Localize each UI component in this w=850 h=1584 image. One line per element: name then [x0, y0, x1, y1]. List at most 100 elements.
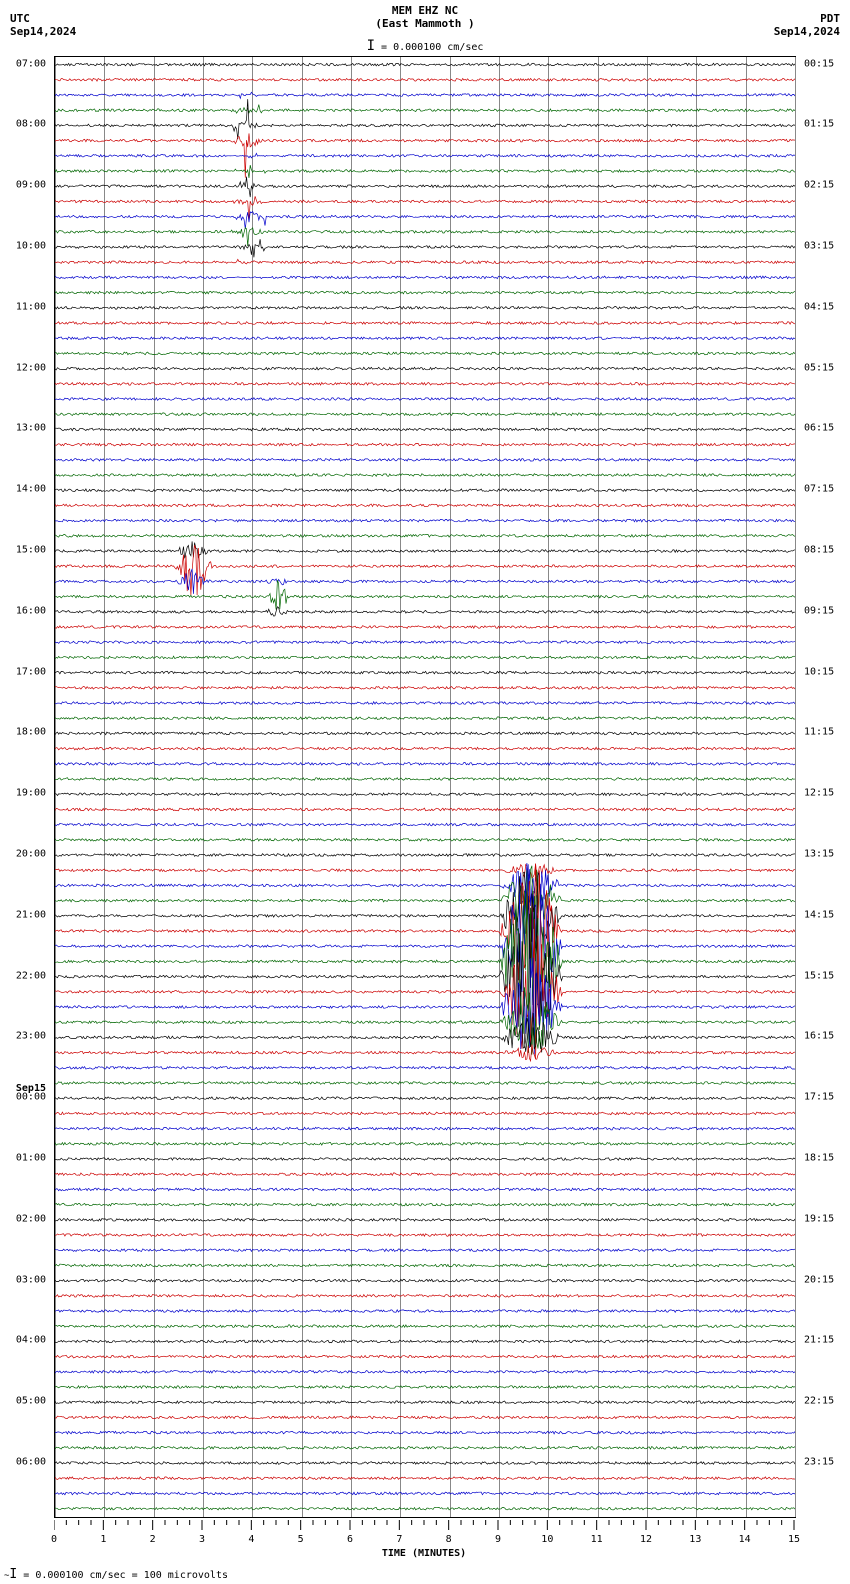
seismic-trace	[55, 322, 795, 325]
seismic-trace	[55, 276, 795, 279]
tz-left-name: UTC	[10, 12, 76, 25]
utc-hour-label: 06:00	[16, 1457, 46, 1468]
pdt-hour-label: 14:15	[804, 909, 834, 920]
x-tick-label: 14	[739, 1534, 751, 1545]
tz-right-date: Sep14,2024	[774, 25, 840, 38]
seismic-trace	[55, 1112, 795, 1115]
seismic-trace	[55, 1371, 795, 1374]
utc-hour-label: 20:00	[16, 849, 46, 860]
seismic-trace	[55, 504, 795, 507]
seismic-trace	[55, 489, 795, 492]
seismic-trace	[55, 291, 795, 294]
seismic-trace	[55, 1325, 795, 1328]
seismic-trace	[55, 839, 795, 842]
pdt-hour-label: 16:15	[804, 1031, 834, 1042]
utc-hour-label: 03:00	[16, 1274, 46, 1285]
utc-hour-label: 10:00	[16, 241, 46, 252]
seismic-trace	[55, 443, 795, 446]
utc-hour-label: 15:00	[16, 545, 46, 556]
utc-hour-label: 07:00	[16, 58, 46, 69]
seismic-trace	[55, 1416, 795, 1419]
seismic-trace	[55, 352, 795, 355]
seismic-trace	[55, 153, 795, 158]
x-tick-label: 7	[396, 1534, 402, 1545]
seismic-trace	[55, 671, 795, 674]
seismic-trace	[55, 1386, 795, 1389]
seismic-trace	[55, 307, 795, 310]
pdt-hour-label: 13:15	[804, 849, 834, 860]
seismic-trace	[55, 196, 795, 221]
seismic-trace	[55, 778, 795, 781]
x-tick-label: 3	[199, 1534, 205, 1545]
seismic-trace	[55, 92, 795, 98]
x-tick-label: 11	[591, 1534, 603, 1545]
seismic-trace	[55, 854, 795, 857]
station-title: MEM EHZ NC (East Mammoth )	[375, 4, 474, 30]
seismic-trace	[55, 367, 795, 370]
seismic-trace	[55, 1264, 795, 1267]
pdt-hour-label: 12:15	[804, 788, 834, 799]
seismic-trace	[55, 239, 795, 257]
seismic-trace	[55, 545, 795, 595]
pdt-hour-labels: 00:1501:1502:1503:1504:1505:1506:1507:15…	[800, 56, 850, 1516]
x-tick-label: 15	[788, 1534, 800, 1545]
station-location: (East Mammoth )	[375, 17, 474, 30]
seismic-trace	[55, 541, 795, 558]
seismic-trace	[55, 626, 795, 629]
seismic-trace	[55, 1279, 795, 1282]
x-tick-label: 6	[347, 1534, 353, 1545]
pdt-hour-label: 07:15	[804, 484, 834, 495]
utc-hour-label: 16:00	[16, 605, 46, 616]
x-tick-label: 0	[51, 1534, 57, 1545]
seismic-trace	[55, 1447, 795, 1450]
seismogram-traces	[55, 57, 795, 1517]
seismic-trace	[55, 1013, 795, 1053]
seismic-trace	[55, 732, 795, 735]
seismic-trace	[55, 893, 795, 1051]
tz-left-date: Sep14,2024	[10, 25, 76, 38]
pdt-hour-label: 09:15	[804, 605, 834, 616]
seismic-trace	[55, 1143, 795, 1146]
header: MEM EHZ NC (East Mammoth ) UTC Sep14,202…	[0, 0, 850, 50]
seismic-trace	[55, 398, 795, 401]
scale-text: = 0.000100 cm/sec	[381, 42, 483, 53]
seismic-trace	[55, 823, 795, 826]
seismic-trace	[55, 428, 795, 431]
seismic-trace	[55, 228, 795, 246]
utc-hour-label: 22:00	[16, 970, 46, 981]
x-tick-label: 13	[689, 1534, 701, 1545]
utc-hour-labels: 07:0008:0009:0010:0011:0012:0013:0014:00…	[0, 56, 50, 1516]
pdt-hour-label: 00:15	[804, 58, 834, 69]
seismic-trace	[55, 413, 795, 416]
utc-hour-label: 12:00	[16, 362, 46, 373]
seismic-trace	[55, 99, 795, 139]
pdt-hour-label: 01:15	[804, 119, 834, 130]
seismogram-container: MEM EHZ NC (East Mammoth ) UTC Sep14,202…	[0, 0, 850, 1584]
pdt-hour-label: 11:15	[804, 727, 834, 738]
pdt-hour-label: 19:15	[804, 1213, 834, 1224]
pdt-hour-label: 10:15	[804, 666, 834, 677]
x-tick-label: 8	[446, 1534, 452, 1545]
seismic-trace	[55, 1462, 795, 1465]
utc-hour-label: 17:00	[16, 666, 46, 677]
x-tick-label: 5	[298, 1534, 304, 1545]
seismic-trace	[55, 866, 795, 934]
seismic-trace	[55, 1507, 795, 1510]
seismic-trace	[55, 212, 795, 229]
pdt-hour-label: 08:15	[804, 545, 834, 556]
seismic-trace	[55, 165, 795, 178]
x-tick-label: 10	[541, 1534, 553, 1545]
seismic-trace	[55, 717, 795, 720]
pdt-hour-label: 17:15	[804, 1092, 834, 1103]
utc-hour-label: 02:00	[16, 1213, 46, 1224]
pdt-hour-label: 03:15	[804, 241, 834, 252]
seismic-trace	[55, 383, 795, 386]
pdt-hour-label: 20:15	[804, 1274, 834, 1285]
seismic-trace	[55, 687, 795, 690]
seismic-trace	[55, 863, 795, 906]
footer-text: = 0.000100 cm/sec = 100 microvolts	[23, 1570, 228, 1581]
seismic-trace	[55, 1295, 795, 1298]
seismic-trace	[55, 793, 795, 796]
utc-hour-label: 04:00	[16, 1335, 46, 1346]
seismic-trace	[55, 747, 795, 750]
